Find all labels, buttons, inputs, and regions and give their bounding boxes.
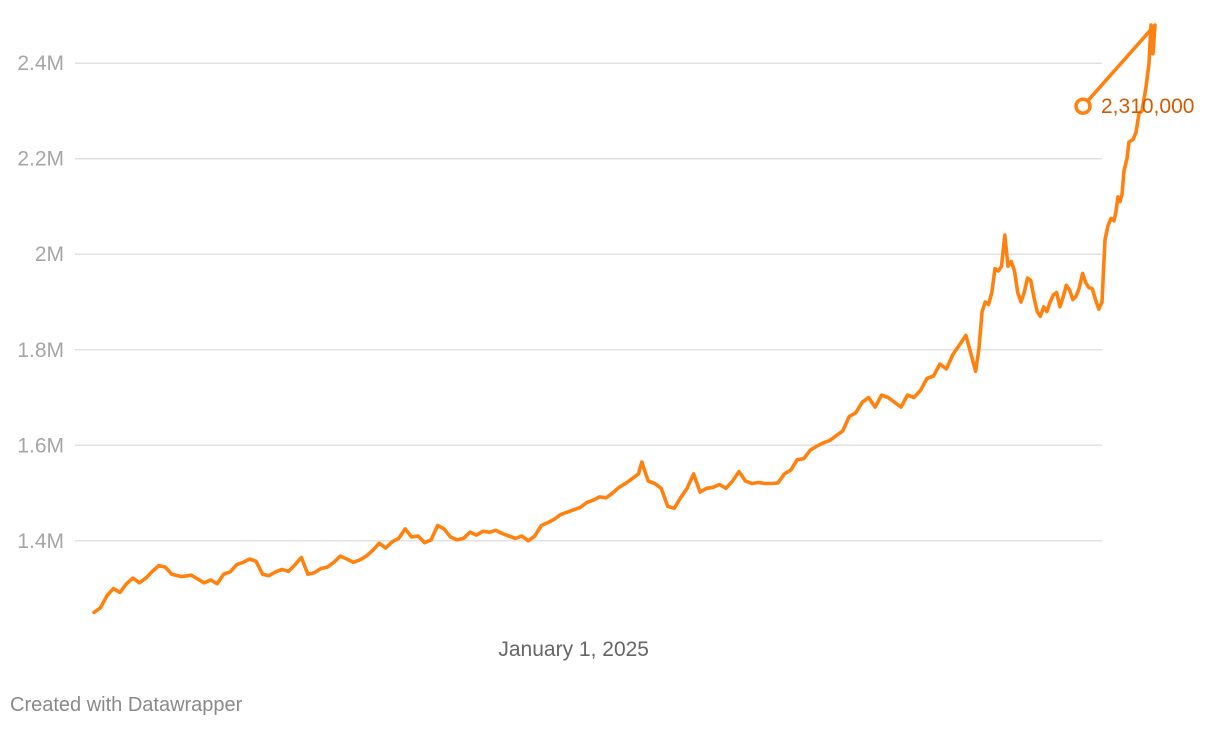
end-point-marker: [1074, 97, 1092, 115]
series-line: [92, 23, 1157, 615]
y-tick-label: 1.4M: [17, 530, 64, 553]
y-tick-label: 2M: [35, 243, 64, 266]
x-axis-ticks: January 1, 2025: [498, 638, 649, 661]
y-tick-label: 2.2M: [17, 148, 64, 171]
y-tick-label: 1.6M: [17, 434, 64, 457]
y-tick-label: 2.4M: [17, 52, 64, 75]
gridlines: [75, 62, 1102, 542]
end-value-label: 2,310,000: [1101, 95, 1194, 118]
credit-text: Created with Datawrapper: [10, 694, 243, 716]
x-tick-label: January 1, 2025: [498, 638, 649, 661]
y-tick-label: 1.8M: [17, 339, 64, 362]
y-axis-ticks: 1.4M 1.6M 1.8M 2M 2.2M 2.4M: [17, 52, 64, 553]
